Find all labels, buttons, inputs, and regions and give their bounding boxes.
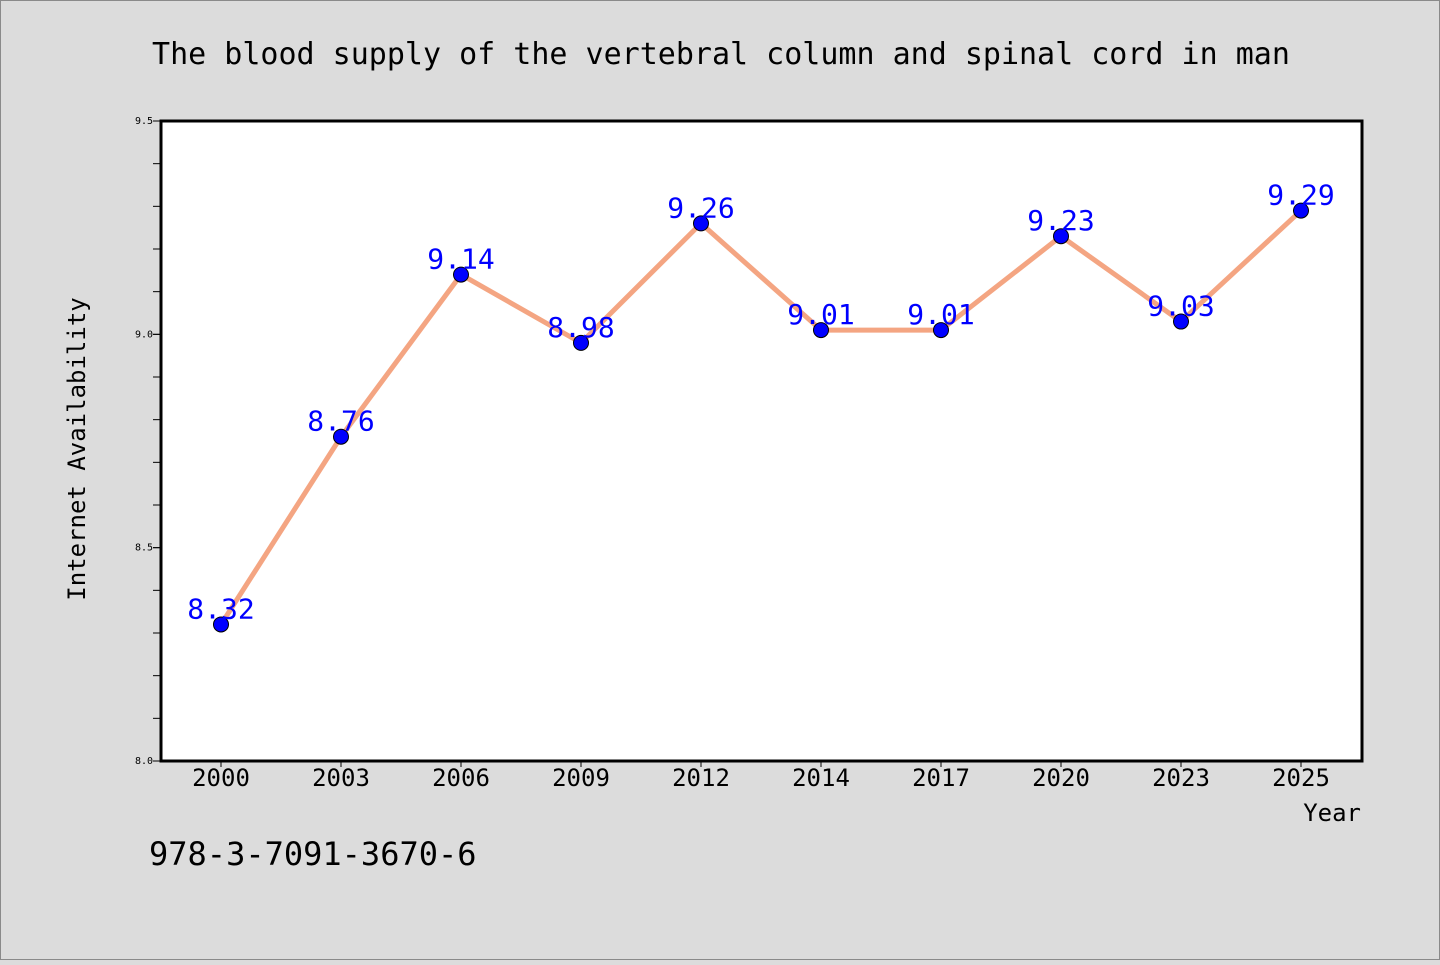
data-point <box>213 616 229 633</box>
data-label: 9.03 <box>1147 290 1214 323</box>
x-tick-label: 2003 <box>312 764 370 792</box>
x-axis: 2000 2003 2006 2009 2012 2014 2017 2020 2023 2025 <box>192 761 1330 792</box>
isbn-text: 978-3-7091-3670-6 <box>149 835 477 873</box>
x-tick-label: 2009 <box>552 764 610 792</box>
x-tick-label: 2012 <box>672 764 730 792</box>
y-axis-label: Internet Availability <box>63 297 91 600</box>
y-tick-label: 9.5 <box>135 116 153 127</box>
data-point <box>1173 313 1189 330</box>
data-point <box>333 428 349 445</box>
data-label: 9.23 <box>1027 204 1094 237</box>
x-tick-label: 2014 <box>792 764 850 792</box>
data-point <box>453 266 469 283</box>
data-label: 8.98 <box>547 311 614 344</box>
data-point <box>1053 228 1069 245</box>
data-label: 9.29 <box>1267 179 1334 212</box>
data-point <box>813 322 829 339</box>
data-label: 8.32 <box>187 592 254 625</box>
data-label: 8.76 <box>307 405 374 438</box>
x-tick-label: 2023 <box>1152 764 1210 792</box>
chart-title: The blood supply of the vertebral column… <box>152 37 1290 72</box>
data-point <box>1293 202 1309 219</box>
data-point <box>573 334 589 351</box>
y-tick-label: 8.5 <box>135 543 153 554</box>
plot-area <box>159 119 1364 763</box>
y-tick-label: 9.0 <box>135 329 153 340</box>
data-markers <box>213 202 1309 633</box>
data-label: 9.26 <box>667 191 734 224</box>
data-labels: 8.32 8.76 9.14 8.98 9.26 9.01 9.01 9.23 9.03 9.29 <box>187 179 1334 626</box>
x-tick-label: 2017 <box>912 764 970 792</box>
x-axis-label: Year <box>1303 799 1361 827</box>
y-axis: 8.0 8.5 9.0 9.5 <box>135 116 161 767</box>
data-point <box>693 215 709 232</box>
x-tick-label: 2006 <box>432 764 490 792</box>
data-label: 9.01 <box>787 298 854 331</box>
x-tick-label: 2025 <box>1272 764 1330 792</box>
x-tick-label: 2020 <box>1032 764 1090 792</box>
data-label: 9.14 <box>427 243 494 276</box>
data-label: 9.01 <box>907 298 974 331</box>
x-tick-label: 2000 <box>192 764 250 792</box>
y-tick-label: 8.0 <box>135 756 153 767</box>
data-point <box>933 322 949 339</box>
series-line <box>218 208 1303 626</box>
